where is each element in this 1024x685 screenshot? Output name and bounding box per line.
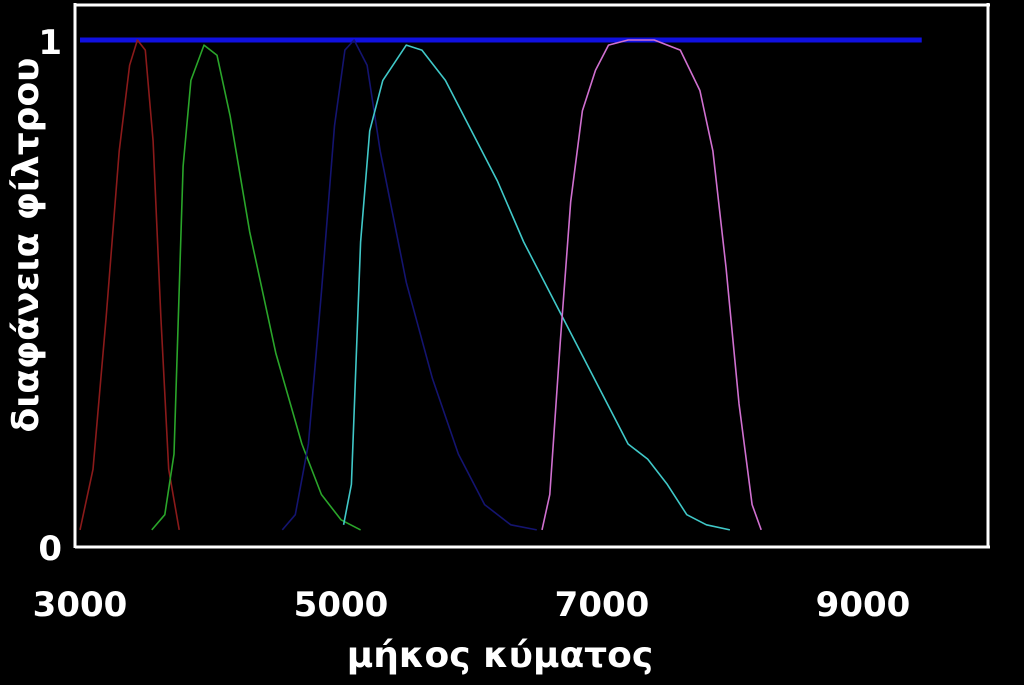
x-tick-label-3000: 3000 (33, 585, 128, 625)
x-tick-label-7000: 7000 (555, 585, 650, 625)
series-line-3 (281, 39, 537, 531)
y-tick-label-1: 1 (38, 23, 62, 63)
series-line-1 (79, 39, 180, 531)
plot-frame (73, 3, 990, 549)
series-group (79, 39, 762, 531)
tick-labels-group: 3000 5000 7000 9000 0 1 (33, 23, 911, 625)
x-tick-label-5000: 5000 (294, 585, 389, 625)
series-line-5 (541, 39, 762, 531)
series-line-4 (342, 44, 731, 531)
series-line-2 (151, 44, 361, 531)
x-axis-label: μήκος κύματος (347, 635, 653, 676)
x-tick-label-9000: 9000 (816, 585, 911, 625)
y-tick-label-0: 0 (38, 529, 62, 569)
y-axis-label: διαφάνεια φίλτρου (6, 58, 47, 433)
